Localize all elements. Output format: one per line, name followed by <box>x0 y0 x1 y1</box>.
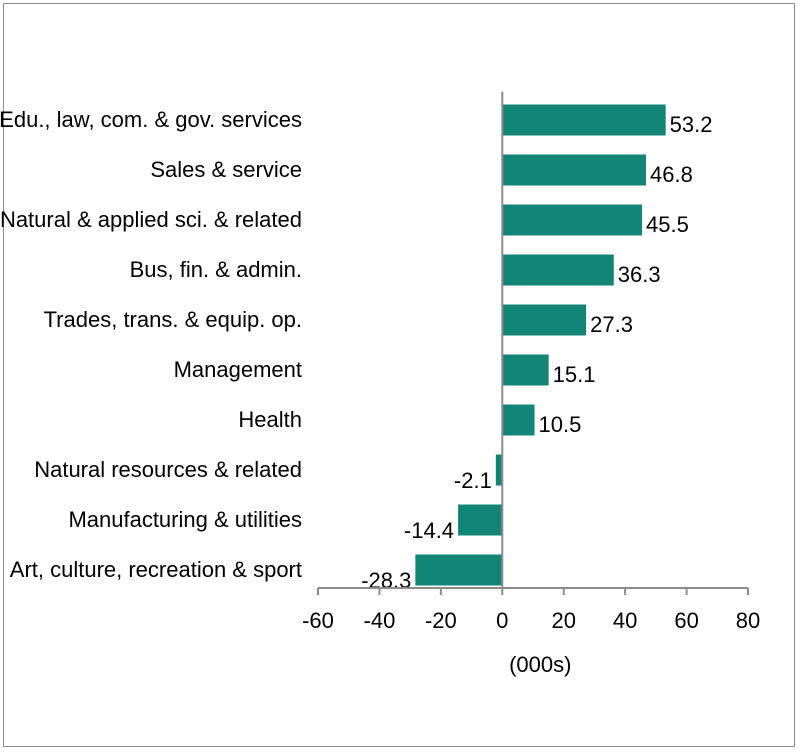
value-label: 27.3 <box>590 312 633 337</box>
category-labels-group: Edu., law, com. & gov. services Sales & s… <box>0 107 302 582</box>
x-tick-label: 20 <box>551 608 575 633</box>
value-label: 45.5 <box>646 212 689 237</box>
category-label: Management <box>174 357 302 382</box>
value-label: -28.3 <box>361 568 411 593</box>
bar <box>502 354 549 386</box>
bar <box>502 104 666 136</box>
category-label: Bus, fin. & admin. <box>130 257 302 282</box>
x-tick-label: -20 <box>425 608 457 633</box>
bar <box>502 204 643 236</box>
bar <box>502 154 647 186</box>
bar <box>502 304 587 336</box>
category-label: Art, culture, recreation & sport <box>10 557 302 582</box>
category-label: Natural resources & related <box>34 457 302 482</box>
x-tick-label: 0 <box>496 608 508 633</box>
x-tick-label: -60 <box>302 608 334 633</box>
bar <box>502 254 614 286</box>
category-label: Edu., law, com. & gov. services <box>0 107 302 132</box>
value-label: 15.1 <box>553 362 596 387</box>
value-label: 10.5 <box>539 412 582 437</box>
bar <box>458 504 503 536</box>
value-label: -14.4 <box>404 518 454 543</box>
x-ticks-group: -60 -40 -20 0 20 40 60 80 <box>302 588 760 633</box>
x-tick-label: -40 <box>364 608 396 633</box>
value-label: 36.3 <box>618 262 661 287</box>
bar <box>502 404 535 436</box>
value-label: 53.2 <box>670 112 713 137</box>
bars-group <box>415 104 666 586</box>
category-label: Health <box>238 407 302 432</box>
value-label: -2.1 <box>454 468 492 493</box>
bar <box>415 554 503 586</box>
category-label: Manufacturing & utilities <box>68 507 302 532</box>
x-tick-label: 80 <box>736 608 760 633</box>
category-label: Trades, trans. & equip. op. <box>44 307 302 332</box>
x-tick-label: 40 <box>613 608 637 633</box>
category-label: Sales & service <box>150 157 302 182</box>
value-labels-group: 53.2 46.8 45.5 36.3 27.3 15.1 10.5 -2.1-14.4 -28… <box>361 112 712 593</box>
value-label: 46.8 <box>650 162 693 187</box>
bar <box>495 454 503 486</box>
x-axis-label: (000s) <box>509 652 571 677</box>
category-label: Natural & applied sci. & related <box>0 207 302 232</box>
x-tick-label: 60 <box>674 608 698 633</box>
